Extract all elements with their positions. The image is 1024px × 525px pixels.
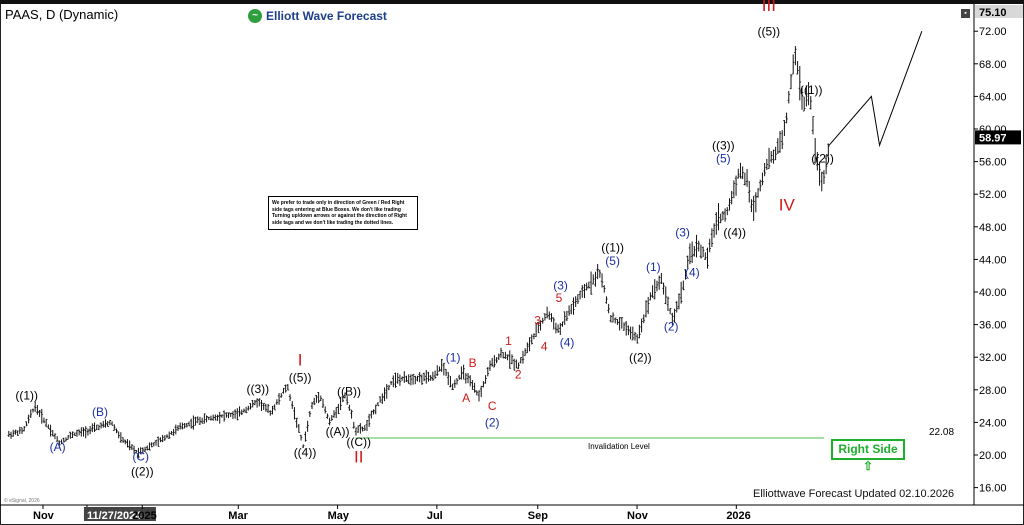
- wave-label: ((3)): [246, 382, 269, 396]
- y-tick-label: 32.00: [979, 352, 1007, 364]
- wave-label: (2): [664, 319, 679, 333]
- wave-label: 3: [534, 314, 541, 328]
- elliott-wave-logo-icon: ~: [248, 9, 262, 23]
- wave-label: ((4)): [723, 226, 746, 240]
- wave-label: I: [298, 350, 303, 369]
- up-arrow-icon: ⇧: [862, 459, 874, 473]
- x-tick-label: Nov: [627, 510, 649, 522]
- last-price-label: 58.97: [979, 132, 1007, 144]
- wave-label: 2: [515, 367, 522, 381]
- x-tick-highlight: [83, 507, 156, 521]
- x-tick-label: May: [328, 510, 350, 522]
- y-tick-label: 68.00: [979, 59, 1007, 71]
- y-tick-label: 20.00: [979, 450, 1007, 462]
- invalidation-value: 22.08: [929, 427, 954, 438]
- wave-label: (C): [132, 450, 149, 464]
- y-top-label: 75.10: [979, 7, 1007, 19]
- projection-path: [828, 31, 923, 148]
- wave-label: ((5)): [758, 24, 781, 38]
- x-tick-label: Mar: [228, 510, 248, 522]
- wave-label: III: [762, 0, 776, 15]
- last-price-box: [975, 130, 1021, 145]
- right-side-tag: Right Side ⇧: [831, 439, 905, 473]
- invalidation-label: Invalidation Level: [588, 442, 650, 451]
- y-top-label-box: [975, 5, 1023, 18]
- wave-label: (1): [646, 260, 661, 274]
- wave-label: (5): [716, 151, 731, 165]
- wave-label: ((C)): [346, 435, 371, 449]
- y-tick-label: 64.00: [979, 91, 1007, 103]
- wave-label: A: [462, 391, 470, 405]
- wave-label: ((2)): [629, 350, 652, 364]
- wave-label: ((5)): [289, 371, 312, 385]
- y-tick-label: 56.00: [979, 157, 1007, 169]
- wave-label: IV: [779, 196, 796, 215]
- x-tick-label: Sep: [528, 510, 548, 522]
- brand-logo: ~ Elliott Wave Forecast: [248, 9, 387, 23]
- wave-label: 1: [505, 334, 512, 348]
- wave-label: 4: [541, 340, 548, 354]
- x-tick-label: 2025: [132, 510, 156, 522]
- y-tick-label: 52.00: [979, 189, 1007, 201]
- wave-label: (3): [553, 279, 568, 293]
- wave-label: ((4)): [294, 446, 317, 460]
- y-tick-label: 16.00: [979, 483, 1007, 495]
- y-tick-label: 36.00: [979, 320, 1007, 332]
- wave-label: ((1)): [601, 240, 624, 254]
- wave-label: (4): [685, 266, 700, 280]
- wave-label: (A): [50, 440, 66, 454]
- wave-label: ((2)): [811, 151, 834, 165]
- brand-logo-text: Elliott Wave Forecast: [266, 9, 387, 23]
- wave-label: 5: [556, 291, 563, 305]
- x-tick-label: Nov: [33, 510, 55, 522]
- wave-label: ((2)): [131, 464, 154, 478]
- wave-label: (3): [675, 226, 690, 240]
- chart-title: PAAS, D (Dynamic): [5, 7, 119, 22]
- settings-icon[interactable]: ▪: [961, 9, 970, 18]
- wave-label: (4): [560, 336, 575, 350]
- wave-label: B: [469, 356, 477, 370]
- right-side-label: Right Side: [838, 442, 898, 456]
- x-tick-label: Jul: [427, 510, 443, 522]
- y-tick-label: 44.00: [979, 254, 1007, 266]
- wave-label: (5): [605, 254, 620, 268]
- wave-label: (1): [446, 350, 461, 364]
- wave-label: ((1)): [15, 389, 38, 403]
- y-tick-label: 24.00: [979, 417, 1007, 429]
- wave-label: ((B)): [337, 385, 361, 399]
- wave-label: II: [354, 447, 363, 466]
- y-tick-label: 48.00: [979, 222, 1007, 234]
- y-tick-label: 28.00: [979, 385, 1007, 397]
- top-border-bar: [0, 0, 1024, 4]
- y-tick-label: 72.00: [979, 26, 1007, 38]
- copyright-text: © eSignal, 2026: [4, 498, 40, 504]
- wave-label: ((3)): [712, 138, 735, 152]
- wave-label: (B): [92, 405, 108, 419]
- x-tick-label: 11/27/2024: [87, 510, 142, 522]
- wave-label: ((1)): [800, 83, 823, 97]
- wave-label: (2): [485, 415, 500, 429]
- wave-label: ((A)): [326, 424, 350, 438]
- x-tick-label: 2026: [726, 510, 750, 522]
- wave-label: C: [488, 399, 497, 413]
- y-tick-label: 40.00: [979, 287, 1007, 299]
- update-footer: Elliottwave Forecast Updated 02.10.2026: [753, 488, 955, 500]
- disclaimer-note: We prefer to trade only in direction of …: [268, 196, 418, 231]
